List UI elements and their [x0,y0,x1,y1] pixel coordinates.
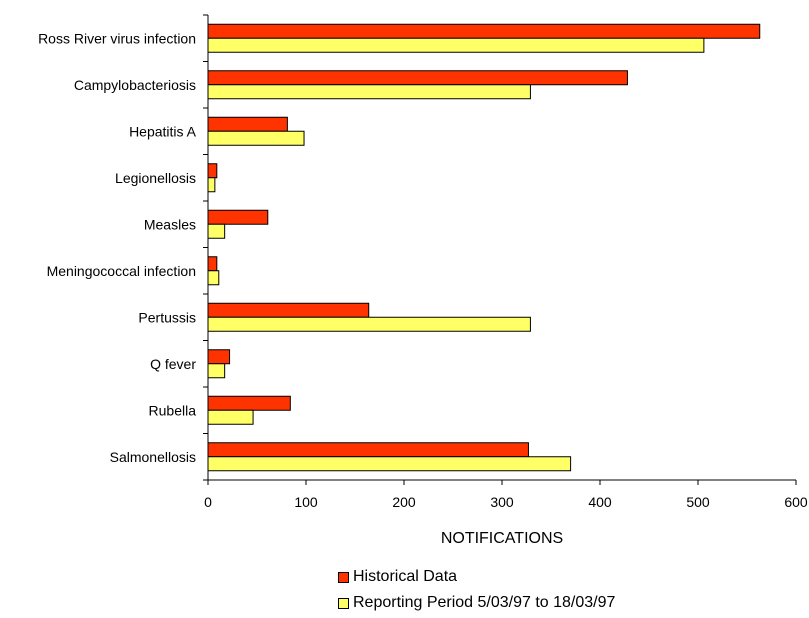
x-tick-label-3: 300 [490,494,514,510]
legend-swatch-reporting-period [338,597,349,609]
bar-reporting-6 [207,316,531,332]
x-tick-label-2: 200 [392,494,416,510]
category-label-5: Meningococcal infection [47,263,196,279]
category-label-9: Salmonellosis [110,449,196,465]
legend-label-historical: Historical Data [353,568,458,585]
category-label-1: Campylobacteriosis [74,77,196,93]
x-tick-label-1: 100 [294,494,318,510]
legend-item-reporting-period: Reporting Period 5/03/97 to 18/03/97 [338,592,615,614]
bar-historical-0 [207,23,761,39]
bar-reporting-1 [207,84,531,100]
category-label-3: Legionellosis [115,170,196,186]
bar-reporting-4 [207,223,226,239]
x-tick-label-6: 600 [784,494,808,510]
bar-historical-4 [207,209,269,225]
bar-historical-2 [207,116,288,132]
bar-reporting-8 [207,409,254,425]
bar-reporting-3 [207,177,216,193]
x-tick-label-4: 400 [588,494,612,510]
bar-historical-1 [207,70,628,86]
x-tick-label-5: 500 [686,494,710,510]
axes-group [203,14,797,485]
bar-reporting-7 [207,363,226,379]
bar-historical-7 [207,349,231,365]
bar-historical-9 [207,442,529,458]
category-label-0: Ross River virus infection [38,30,196,46]
legend: Historical Data Reporting Period 5/03/97… [338,566,615,618]
legend-label-reporting-period: Reporting Period 5/03/97 to 18/03/97 [353,594,616,611]
bar-historical-8 [207,395,291,411]
x-axis-title: NOTIFICATIONS [441,530,563,547]
bar-reporting-5 [207,270,220,286]
bar-reporting-2 [207,130,305,146]
legend-swatch-historical [338,571,349,583]
labels-group: Ross River virus infection Campylobacteri… [38,30,808,510]
bar-historical-6 [207,302,370,318]
category-label-7: Q fever [150,356,196,372]
bar-reporting-0 [207,37,705,53]
legend-item-historical: Historical Data [338,566,615,588]
bar-historical-3 [207,163,218,179]
category-label-4: Measles [144,216,196,232]
bars-group [207,23,761,472]
bar-reporting-9 [207,456,572,472]
bar-historical-5 [207,256,218,272]
x-tick-label-0: 0 [204,494,212,510]
category-label-8: Rubella [149,402,197,418]
category-label-6: Pertussis [138,309,196,325]
category-label-2: Hepatitis A [129,123,197,139]
